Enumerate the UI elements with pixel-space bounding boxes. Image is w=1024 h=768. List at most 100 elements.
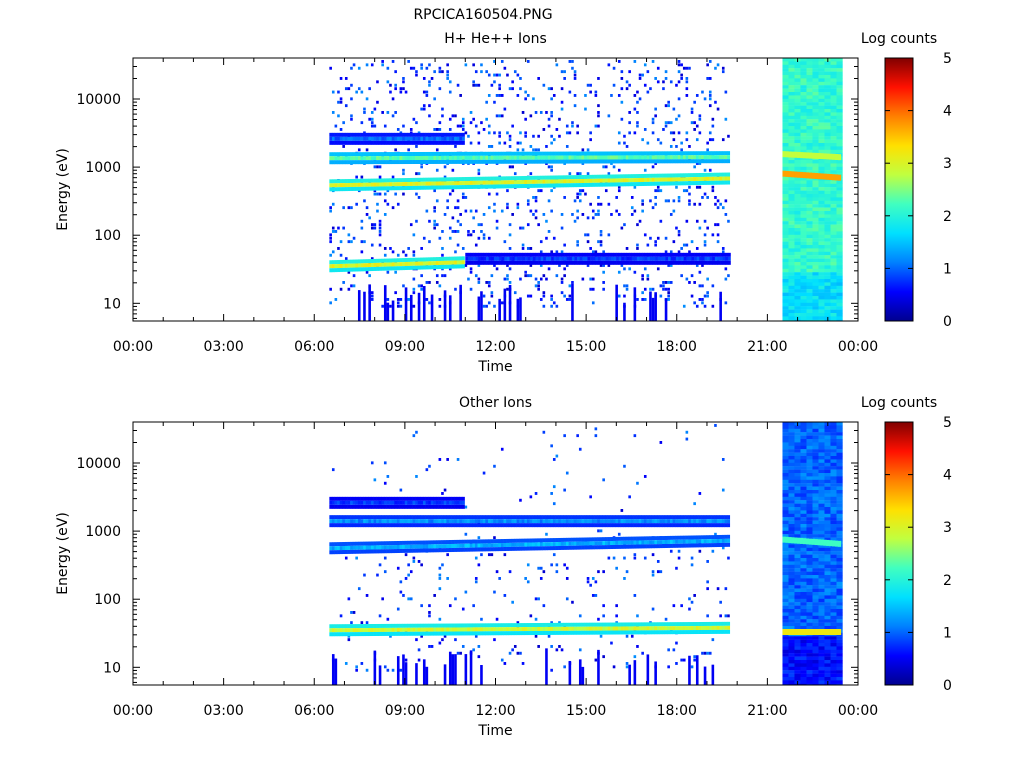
- band-cell: [519, 542, 523, 547]
- band-cell: [669, 622, 673, 627]
- noise-cell: [399, 298, 403, 301]
- band-cell: [357, 259, 361, 264]
- noise-cell: [402, 168, 405, 172]
- band-cell: [412, 631, 416, 636]
- dense-cell: [824, 129, 831, 133]
- band-cell: [482, 151, 486, 156]
- noise-cell: [675, 226, 678, 230]
- band-cell: [342, 183, 346, 188]
- band-cell: [574, 256, 578, 261]
- dense-cell: [818, 268, 825, 273]
- band-cell: [719, 159, 723, 164]
- noise-cell: [402, 172, 405, 176]
- band-cell: [623, 544, 627, 549]
- band-cell: [344, 183, 348, 188]
- band-cell: [493, 151, 497, 156]
- dense-cell: [788, 224, 795, 229]
- band-cell: [633, 622, 637, 627]
- noise-cell: [560, 281, 564, 284]
- band-cell: [675, 543, 679, 548]
- band-cell: [456, 256, 460, 261]
- band-cell: [667, 151, 671, 156]
- dense-cell: [824, 146, 831, 150]
- band-cell: [474, 176, 478, 181]
- noise-cell: [493, 202, 496, 206]
- band-cell: [529, 179, 533, 184]
- band-cell: [540, 256, 544, 261]
- dense-cell: [836, 214, 843, 218]
- panel-title: H+ He++ Ions: [444, 31, 547, 47]
- noise-cell: [693, 121, 696, 125]
- band-cell: [337, 132, 341, 137]
- noise-cell: [641, 138, 644, 142]
- band-cell: [493, 180, 497, 185]
- band-cell: [519, 155, 523, 160]
- band-cell: [565, 622, 569, 627]
- band-cell: [636, 536, 640, 541]
- band-cell: [578, 541, 582, 546]
- noise-cell: [443, 274, 447, 278]
- noise-cell: [360, 240, 364, 244]
- band-cell: [591, 155, 595, 160]
- dense-cell: [836, 255, 843, 259]
- dense-cell: [824, 197, 831, 201]
- band-cell: [682, 543, 686, 548]
- noise-cell: [441, 230, 444, 233]
- dense-cell: [800, 313, 807, 317]
- band-cell: [529, 546, 533, 551]
- dense-cell: [794, 122, 801, 127]
- band-cell: [430, 136, 434, 141]
- band-cell: [706, 151, 710, 156]
- band-cell: [716, 159, 720, 164]
- band-cell: [568, 159, 572, 164]
- band-cell: [394, 152, 398, 157]
- band-cell: [425, 627, 429, 632]
- band-cell: [493, 256, 497, 261]
- band-cell: [469, 155, 473, 160]
- dense-cell: [836, 204, 843, 208]
- band-cell: [355, 624, 359, 629]
- band-cell: [516, 627, 520, 632]
- noise-cell: [435, 128, 439, 131]
- band-cell: [480, 623, 484, 628]
- band-cell: [578, 626, 582, 631]
- noise-cell: [617, 168, 621, 172]
- dense-cell: [794, 292, 801, 297]
- band-cell: [703, 180, 707, 185]
- band-cell: [547, 155, 551, 160]
- noise-cell: [563, 434, 566, 438]
- noise-cell: [571, 60, 574, 63]
- dense-cell: [824, 64, 831, 69]
- noise-cell: [539, 566, 543, 570]
- band-cell: [727, 256, 731, 261]
- band-cell: [428, 548, 432, 553]
- dense-cell: [830, 200, 837, 205]
- dense-cell: [830, 85, 837, 89]
- band-cell: [490, 547, 494, 552]
- band-cell: [569, 260, 573, 265]
- dense-band-cell: [823, 173, 827, 180]
- band-cell: [617, 174, 621, 179]
- noise-cell: [641, 274, 644, 278]
- dense-cell: [830, 197, 837, 201]
- band-cell: [448, 181, 452, 186]
- noise-cell: [633, 107, 637, 111]
- band-cell: [517, 256, 521, 261]
- noise-cell: [399, 304, 403, 308]
- dense-cell: [806, 282, 813, 286]
- noise-cell: [714, 196, 717, 199]
- band-cell: [506, 184, 510, 189]
- band-cell: [532, 175, 536, 180]
- band-cell: [532, 546, 536, 551]
- noise-cell: [503, 662, 507, 665]
- dense-cell: [794, 265, 801, 269]
- noise-cell: [727, 274, 730, 278]
- dense-cell: [830, 109, 837, 113]
- band-cell: [339, 546, 343, 551]
- band-cell: [373, 549, 377, 554]
- band-cell: [591, 545, 595, 550]
- band-cell: [394, 549, 398, 554]
- band-cell: [407, 548, 411, 553]
- noise-cell: [594, 213, 598, 216]
- band-cell: [555, 175, 559, 180]
